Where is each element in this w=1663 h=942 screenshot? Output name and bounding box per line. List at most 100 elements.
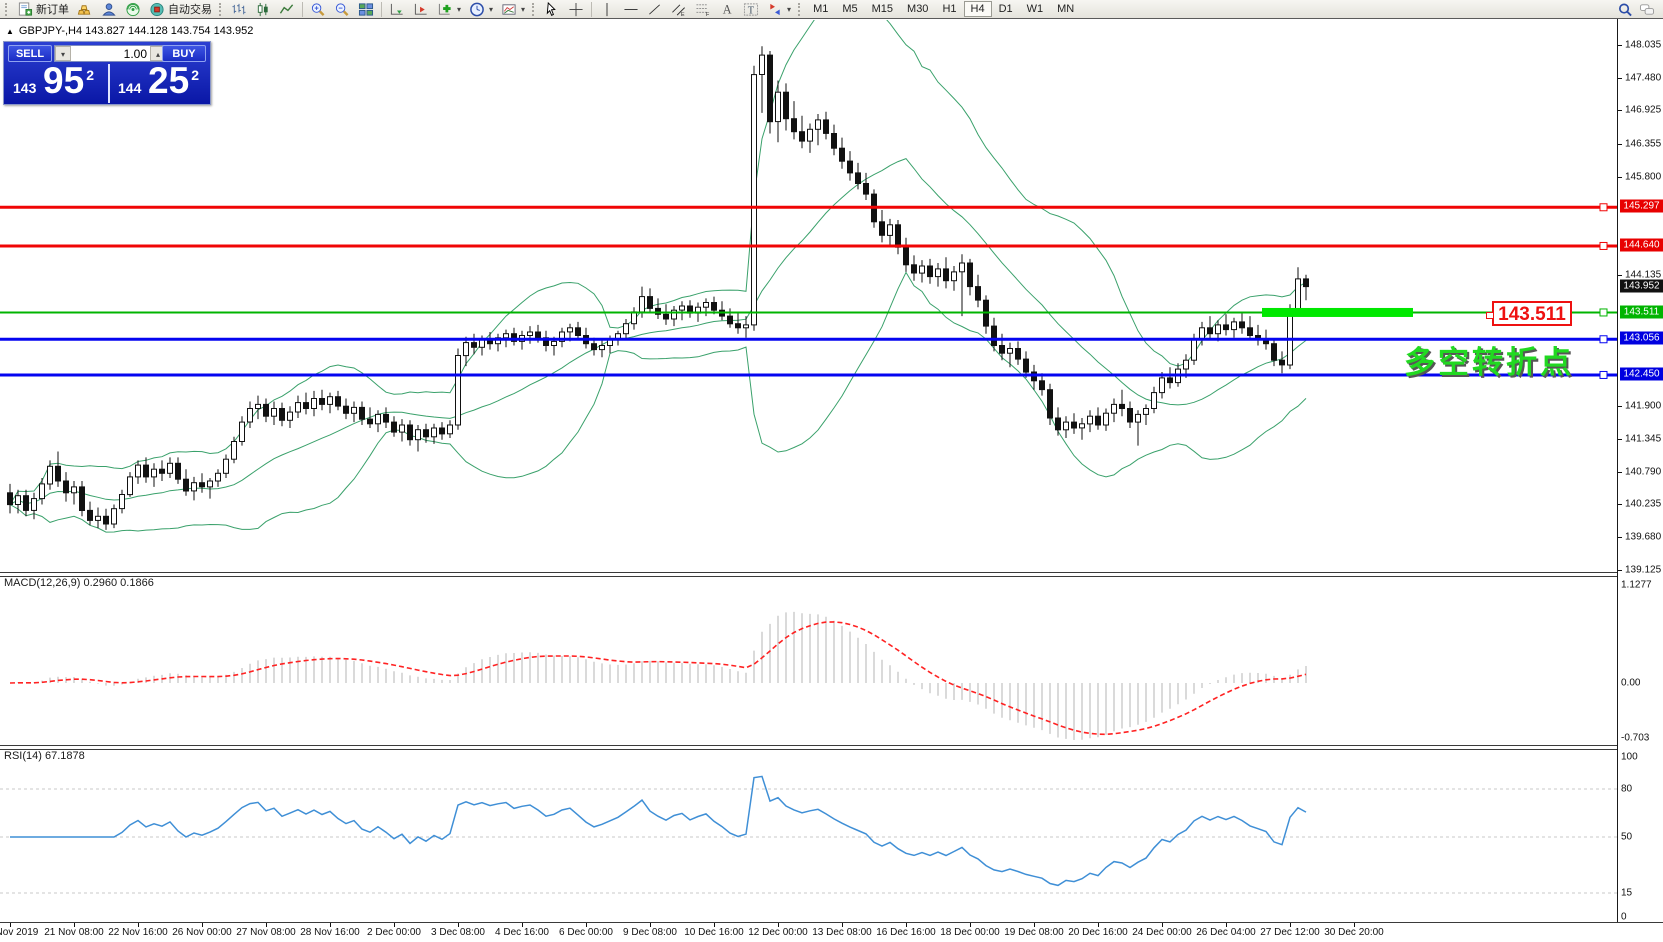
autotrading-icon: [150, 2, 164, 16]
time-label: 9 Dec 08:00: [623, 927, 677, 938]
new-order-label: 新订单: [36, 4, 69, 16]
publish-button[interactable]: [97, 1, 121, 18]
time-label: 2 Dec 00:00: [367, 927, 421, 938]
time-tick: [458, 923, 459, 927]
crosshair-button[interactable]: [564, 1, 588, 18]
arrows-button[interactable]: ▾: [763, 1, 795, 18]
sell-price-big: 95: [43, 60, 85, 101]
time-tick: [202, 923, 203, 927]
tab-m30[interactable]: M30: [907, 3, 929, 15]
time-tick: [1162, 923, 1163, 927]
price-axis[interactable]: 148.035 147.480 146.925 146.355 145.800 144.1…: [1617, 19, 1663, 922]
tab-m15[interactable]: M15: [871, 3, 894, 15]
toolbar: 新订单 自动交易: [0, 0, 1663, 19]
volume-input[interactable]: [71, 46, 150, 61]
zoom-in-icon: [311, 2, 325, 16]
toolbar-drag-handle[interactable]: [219, 2, 224, 16]
price-tick-label: 148.035: [1625, 39, 1662, 51]
panel-separator[interactable]: [0, 572, 1663, 577]
new-order-icon: [18, 1, 33, 16]
fibonacci-icon: F: [696, 3, 710, 17]
tab-h4[interactable]: H4: [963, 1, 992, 17]
market-button[interactable]: [73, 1, 97, 18]
chat-icon[interactable]: [1639, 2, 1655, 17]
tile-windows-button[interactable]: [354, 1, 378, 18]
zoom-out-icon: [335, 2, 349, 16]
text-icon: A: [723, 2, 732, 16]
tab-w1[interactable]: W1: [1026, 3, 1044, 15]
toolbar-drag-handle[interactable]: [532, 2, 537, 16]
price-tick-label: 145.800: [1625, 171, 1662, 183]
time-tick: [970, 923, 971, 927]
macd-panel[interactable]: [0, 575, 1617, 745]
zoom-out-button[interactable]: [330, 1, 354, 18]
toolbar-drag-handle[interactable]: [5, 2, 10, 16]
periods-button[interactable]: ▾: [465, 1, 497, 18]
sell-button[interactable]: SELL: [8, 45, 52, 62]
turning-point-annotation[interactable]: 多空转折点: [1404, 345, 1574, 380]
rsi-panel[interactable]: [0, 748, 1617, 922]
indicators-button[interactable]: ▾: [433, 1, 465, 18]
tab-d1[interactable]: D1: [998, 3, 1013, 15]
chart-title: GBPJPY-,H4 143.827 144.128 143.754 143.9…: [18, 25, 254, 37]
vertical-line-icon: [606, 2, 608, 16]
time-label: 26 Dec 04:00: [1196, 927, 1256, 938]
time-tick: [714, 923, 715, 927]
signals-button[interactable]: [121, 1, 145, 18]
chart-shift-button[interactable]: [409, 1, 433, 18]
time-tick: [1098, 923, 1099, 927]
cursor-button[interactable]: [540, 1, 564, 18]
price-level-label: 145.297: [1620, 199, 1663, 213]
chart-shift-icon: [414, 3, 427, 15]
collapse-icon[interactable]: ▲: [6, 26, 14, 36]
buy-price-small: 144: [118, 80, 142, 96]
cursor-icon: [546, 1, 556, 16]
buy-button[interactable]: BUY: [162, 45, 206, 62]
tab-h1[interactable]: H1: [942, 3, 957, 15]
buy-price[interactable]: 144 25 2: [108, 60, 211, 103]
svg-text:E: E: [681, 12, 685, 17]
svg-text:A: A: [723, 2, 732, 16]
fibonacci-button[interactable]: F: [691, 1, 715, 18]
equidistant-channel-icon: E: [672, 3, 686, 17]
candlestick-chart-button[interactable]: [251, 1, 275, 18]
price-tick-label: 139.125: [1625, 564, 1662, 576]
text-button[interactable]: A: [715, 1, 739, 18]
indicator-scale-label: 50: [1621, 831, 1633, 843]
tab-mn[interactable]: MN: [1057, 3, 1075, 15]
trendline-button[interactable]: [643, 1, 667, 18]
zoom-in-button[interactable]: [306, 1, 330, 18]
price-tick-label: 144.135: [1625, 269, 1662, 281]
autoscroll-button[interactable]: [385, 1, 409, 18]
search-icon[interactable]: [1617, 2, 1633, 17]
channel-button[interactable]: E: [667, 1, 691, 18]
volume-decrease-button[interactable]: ▾: [55, 46, 71, 61]
autotrading-button[interactable]: 自动交易: [145, 1, 216, 18]
main-chart[interactable]: [0, 0, 1617, 573]
time-label: 6 Dec 00:00: [559, 927, 613, 938]
vertical-line-button[interactable]: [595, 1, 619, 18]
time-axis[interactable]: 20 Nov 2019 21 Nov 08:00 22 Nov 16:00 26 No…: [0, 922, 1663, 942]
text-label-button[interactable]: T: [739, 1, 763, 18]
panel-separator[interactable]: [0, 745, 1663, 750]
new-order-button[interactable]: 新订单: [13, 1, 73, 18]
indicator-scale-label: 0: [1621, 911, 1627, 923]
toolbar-drag-handle[interactable]: [798, 2, 803, 16]
autoscroll-icon: [390, 3, 403, 15]
gold-bars-icon: [77, 4, 91, 15]
tab-m1[interactable]: M1: [813, 3, 829, 15]
price-level-label: 143.952: [1620, 279, 1663, 292]
sell-price[interactable]: 143 95 2: [5, 60, 106, 103]
horizontal-line-button[interactable]: [619, 1, 643, 18]
axis-tick: [1618, 439, 1622, 440]
tab-m5[interactable]: M5: [842, 3, 858, 15]
periods-caret-icon: ▾: [489, 4, 494, 14]
bar-chart-button[interactable]: [227, 1, 251, 18]
line-chart-button[interactable]: [275, 1, 299, 18]
templates-button[interactable]: ▾: [497, 1, 529, 18]
time-label: 21 Nov 08:00: [44, 927, 104, 938]
time-label: 27 Dec 12:00: [1260, 927, 1320, 938]
level-price-callout[interactable]: 143.511: [1486, 301, 1572, 326]
axis-tick: [1618, 537, 1622, 539]
